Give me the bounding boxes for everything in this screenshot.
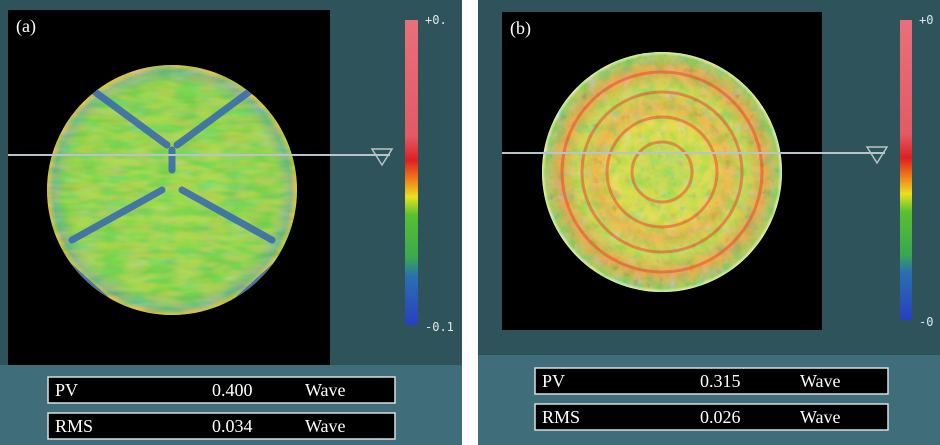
- metric-name: RMS: [55, 416, 93, 436]
- scale-min-label: -0: [919, 315, 933, 329]
- page: +0. -0.1 (a) PV 0.400 Wave RMS 0.034 Wave +0 -0 (b)…: [0, 0, 940, 445]
- metric-unit: Wave: [800, 371, 841, 391]
- metric-unit: Wave: [305, 416, 346, 436]
- metric-name: RMS: [542, 407, 580, 427]
- metric-name: PV: [542, 371, 565, 391]
- metric-value: 0.400: [212, 380, 253, 400]
- scale-min-label: -0.1: [425, 320, 454, 334]
- metric-value: 0.026: [700, 407, 741, 427]
- metric-unit: Wave: [305, 380, 346, 400]
- wavefront-texture: [542, 52, 782, 292]
- panel: +0 -0 (b) PV 0.315 Wave RMS 0.026 Wave: [478, 0, 940, 445]
- panel-label: (a): [16, 16, 36, 37]
- color-scale: [405, 20, 418, 325]
- metric-name: PV: [55, 380, 78, 400]
- scale-max-label: +0: [919, 13, 933, 27]
- metric-unit: Wave: [800, 407, 841, 427]
- figure: +0. -0.1 (a) PV 0.400 Wave RMS 0.034 Wave +0 -0 (b)…: [0, 0, 940, 445]
- panel: +0. -0.1 (a) PV 0.400 Wave RMS 0.034 Wave: [0, 0, 462, 445]
- metric-value: 0.315: [700, 371, 741, 391]
- scale-max-label: +0.: [425, 13, 447, 27]
- metric-value: 0.034: [212, 416, 253, 436]
- panel-label: (b): [510, 18, 531, 39]
- color-scale: [900, 20, 912, 320]
